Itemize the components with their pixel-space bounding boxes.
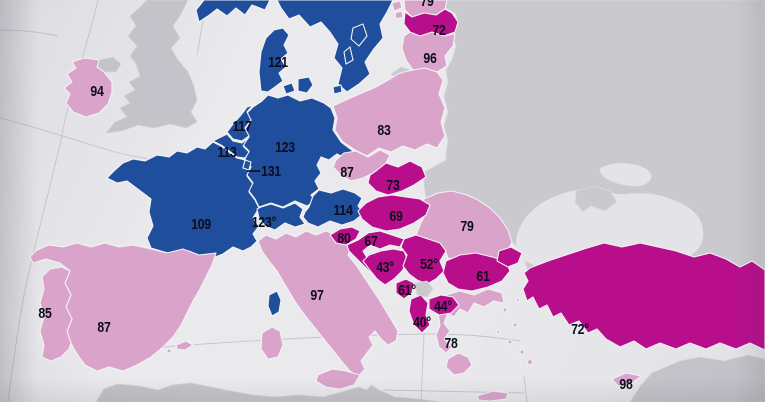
- value-label-germany: 123: [275, 139, 295, 155]
- aegean-island-3: [507, 339, 513, 345]
- value-label-portugal: 85: [38, 305, 52, 321]
- turkish-thrace: [496, 246, 523, 268]
- country-italy: [257, 230, 399, 378]
- country-albania: [408, 294, 431, 334]
- funen-island: [282, 82, 296, 95]
- aegean-island-2: [512, 322, 518, 328]
- value-label-switzerland: 123°: [252, 214, 276, 230]
- country-montenegro: [395, 278, 415, 300]
- value-label-belgium: 113: [217, 144, 237, 160]
- country-cyprus: [611, 372, 642, 387]
- sicily-island: [315, 368, 361, 390]
- value-label-ireland: 94: [90, 83, 104, 99]
- value-label-romania: 79: [460, 218, 474, 234]
- blue-countries: [106, 0, 394, 317]
- gotland-island: [350, 23, 368, 47]
- value-label-turkey: 72°: [571, 321, 589, 337]
- value-label-lithuania: 96: [423, 50, 437, 66]
- pink-countries: [29, 0, 642, 402]
- country-united-kingdom: [105, 0, 198, 134]
- peloponnese: [445, 352, 473, 376]
- estonia-island-2: [394, 10, 404, 20]
- crimea: [574, 185, 618, 213]
- crete-island: [476, 390, 509, 402]
- country-spain: [29, 242, 217, 372]
- value-label-croatia: 67: [364, 233, 378, 249]
- value-label-greece: 78: [444, 335, 458, 351]
- country-denmark: [258, 27, 290, 93]
- bornholm-island: [332, 84, 343, 95]
- magenta-countries: [329, 8, 765, 351]
- estonia-island-1: [391, 0, 403, 12]
- country-value-labels: 94 121 117 113 123 131 109 123° 114 87 83 79 72 96 73 6…: [38, 0, 633, 392]
- country-croatia: [346, 230, 405, 282]
- value-label-serbia: 52°: [420, 256, 438, 272]
- value-label-slovakia: 73: [386, 177, 400, 193]
- value-label-montenegro: 61°: [398, 282, 416, 298]
- sea-of-azov: [599, 163, 652, 187]
- value-label-latvia: 72: [432, 22, 446, 38]
- value-label-cyprus: 98: [619, 376, 633, 392]
- zealand-island: [297, 76, 314, 94]
- value-label-albania: 40°: [413, 314, 431, 330]
- no-data-landmasses: [95, 0, 765, 402]
- country-latvia: [403, 8, 459, 37]
- country-north-macedonia: [428, 294, 460, 316]
- value-label-estonia: 79: [420, 0, 434, 9]
- country-serbia: [400, 234, 447, 285]
- ibiza-island: [166, 348, 172, 354]
- value-label-denmark: 121: [268, 54, 288, 70]
- sardinia-island: [260, 326, 284, 360]
- value-label-bosnia_herzegovina: 43°: [376, 259, 394, 275]
- balearic-islands: [175, 340, 194, 351]
- country-turkey: [522, 242, 765, 351]
- value-label-netherlands: 117: [232, 118, 252, 134]
- country-belgium: [212, 133, 250, 159]
- value-label-hungary: 69: [389, 208, 403, 224]
- value-label-czechia: 87: [340, 164, 354, 180]
- country-ireland: [63, 57, 113, 118]
- value-label-spain: 87: [97, 319, 111, 335]
- value-label-slovenia: 80: [337, 230, 351, 246]
- aegean-island-7: [515, 297, 521, 303]
- aegean-island-1: [502, 307, 508, 313]
- country-slovenia: [329, 226, 361, 246]
- value-label-austria: 114: [333, 202, 353, 218]
- country-norway: [195, 0, 271, 23]
- country-switzerland: [256, 202, 306, 231]
- value-label-italy: 97: [310, 287, 324, 303]
- corsica-island: [267, 290, 282, 317]
- country-portugal: [39, 266, 73, 362]
- country-slovakia: [367, 160, 427, 196]
- country-bulgaria: [442, 252, 511, 292]
- value-label-poland: 83: [377, 122, 391, 138]
- aegean-island-4: [519, 349, 525, 355]
- country-hungary: [357, 194, 431, 232]
- oland-island: [343, 46, 354, 65]
- kosovo: [414, 280, 434, 298]
- middle-east: [629, 354, 765, 402]
- aegean-island-5: [526, 358, 534, 366]
- value-label-luxembourg: 131: [261, 163, 281, 179]
- value-label-bulgaria: 61: [476, 268, 490, 284]
- country-bosnia-herzegovina: [362, 248, 409, 286]
- value-label-north_macedonia: 44°: [434, 298, 452, 314]
- country-luxembourg: [242, 159, 252, 171]
- north-africa: [95, 382, 442, 402]
- value-label-france: 109: [191, 216, 211, 232]
- aegean-island-6: [495, 329, 501, 335]
- country-sweden: [276, 0, 394, 93]
- country-netherlands: [226, 104, 254, 142]
